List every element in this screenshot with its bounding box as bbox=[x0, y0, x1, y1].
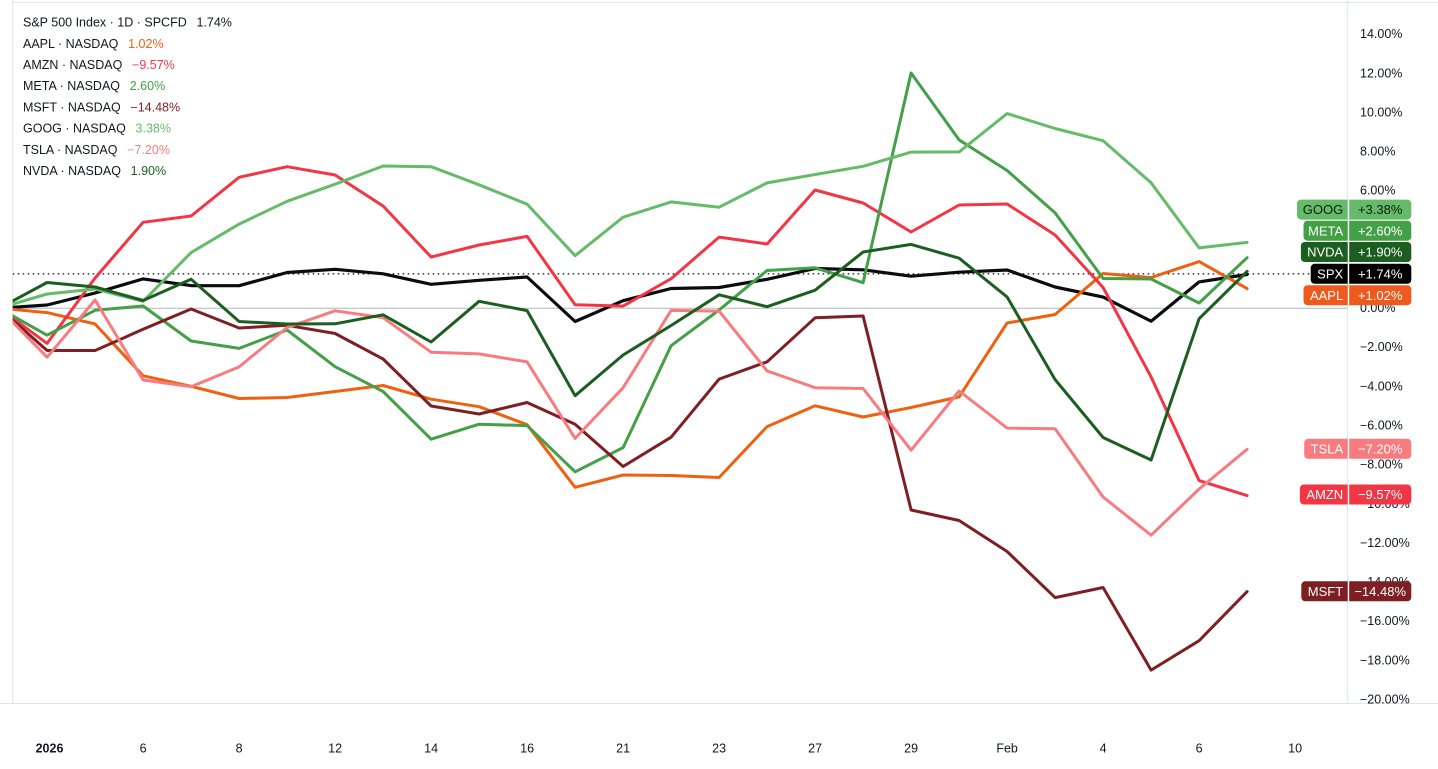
svg-text:12: 12 bbox=[328, 742, 342, 756]
svg-text:NVDA · NASDAQ 1.90%: NVDA · NASDAQ 1.90% bbox=[23, 164, 166, 178]
svg-text:8.00%: 8.00% bbox=[1360, 145, 1395, 159]
svg-text:10.00%: 10.00% bbox=[1360, 105, 1402, 119]
svg-text:8: 8 bbox=[236, 742, 243, 756]
svg-text:+1.74%: +1.74% bbox=[1358, 266, 1403, 281]
svg-text:GOOG · NASDAQ 3.38%: GOOG · NASDAQ 3.38% bbox=[23, 122, 171, 136]
svg-text:4: 4 bbox=[1100, 742, 1107, 756]
svg-text:21: 21 bbox=[616, 742, 630, 756]
svg-text:MSFT: MSFT bbox=[1308, 584, 1343, 599]
svg-text:12.00%: 12.00% bbox=[1360, 66, 1402, 80]
svg-text:META: META bbox=[1308, 223, 1343, 238]
svg-text:−12.00%: −12.00% bbox=[1360, 536, 1410, 550]
svg-text:−7.20%: −7.20% bbox=[1358, 441, 1403, 456]
svg-text:10: 10 bbox=[1288, 742, 1302, 756]
svg-text:23: 23 bbox=[712, 742, 726, 756]
svg-text:−2.00%: −2.00% bbox=[1360, 340, 1403, 354]
svg-text:MSFT · NASDAQ −14.48%: MSFT · NASDAQ −14.48% bbox=[23, 100, 180, 114]
svg-text:14.00%: 14.00% bbox=[1360, 27, 1402, 41]
svg-text:TSLA: TSLA bbox=[1311, 441, 1344, 456]
svg-text:16: 16 bbox=[520, 742, 534, 756]
svg-text:NVDA: NVDA bbox=[1307, 245, 1343, 260]
svg-text:AAPL · NASDAQ 1.02%: AAPL · NASDAQ 1.02% bbox=[23, 37, 164, 51]
svg-text:+1.90%: +1.90% bbox=[1358, 245, 1403, 260]
svg-text:−9.57%: −9.57% bbox=[1358, 487, 1403, 502]
svg-text:−8.00%: −8.00% bbox=[1360, 458, 1403, 472]
svg-text:AMZN · NASDAQ −9.57%: AMZN · NASDAQ −9.57% bbox=[23, 58, 175, 72]
svg-text:−6.00%: −6.00% bbox=[1360, 419, 1403, 433]
svg-text:−16.00%: −16.00% bbox=[1360, 614, 1410, 628]
svg-text:−20.00%: −20.00% bbox=[1360, 693, 1410, 707]
svg-text:2026: 2026 bbox=[36, 742, 64, 756]
svg-text:GOOG: GOOG bbox=[1303, 202, 1343, 217]
svg-text:META · NASDAQ 2.60%: META · NASDAQ 2.60% bbox=[23, 79, 165, 93]
svg-text:+2.60%: +2.60% bbox=[1358, 223, 1403, 238]
svg-text:6: 6 bbox=[140, 742, 147, 756]
svg-text:6: 6 bbox=[1196, 742, 1203, 756]
svg-text:S&P 500 Index · 1D · SPCFD 1.: S&P 500 Index · 1D · SPCFD 1.74% bbox=[23, 16, 232, 30]
svg-text:−14.48%: −14.48% bbox=[1354, 584, 1406, 599]
svg-text:14: 14 bbox=[424, 742, 438, 756]
svg-text:27: 27 bbox=[808, 742, 822, 756]
svg-text:AAPL: AAPL bbox=[1310, 288, 1343, 303]
svg-text:SPX: SPX bbox=[1317, 266, 1343, 281]
svg-text:29: 29 bbox=[904, 742, 918, 756]
svg-text:+3.38%: +3.38% bbox=[1358, 202, 1403, 217]
svg-text:−4.00%: −4.00% bbox=[1360, 379, 1403, 393]
svg-text:Feb: Feb bbox=[996, 742, 1018, 756]
svg-text:+1.02%: +1.02% bbox=[1358, 288, 1403, 303]
svg-text:TSLA · NASDAQ −7.20%: TSLA · NASDAQ −7.20% bbox=[23, 143, 170, 157]
svg-text:6.00%: 6.00% bbox=[1360, 184, 1395, 198]
svg-text:−18.00%: −18.00% bbox=[1360, 653, 1410, 667]
svg-text:AMZN: AMZN bbox=[1306, 487, 1343, 502]
